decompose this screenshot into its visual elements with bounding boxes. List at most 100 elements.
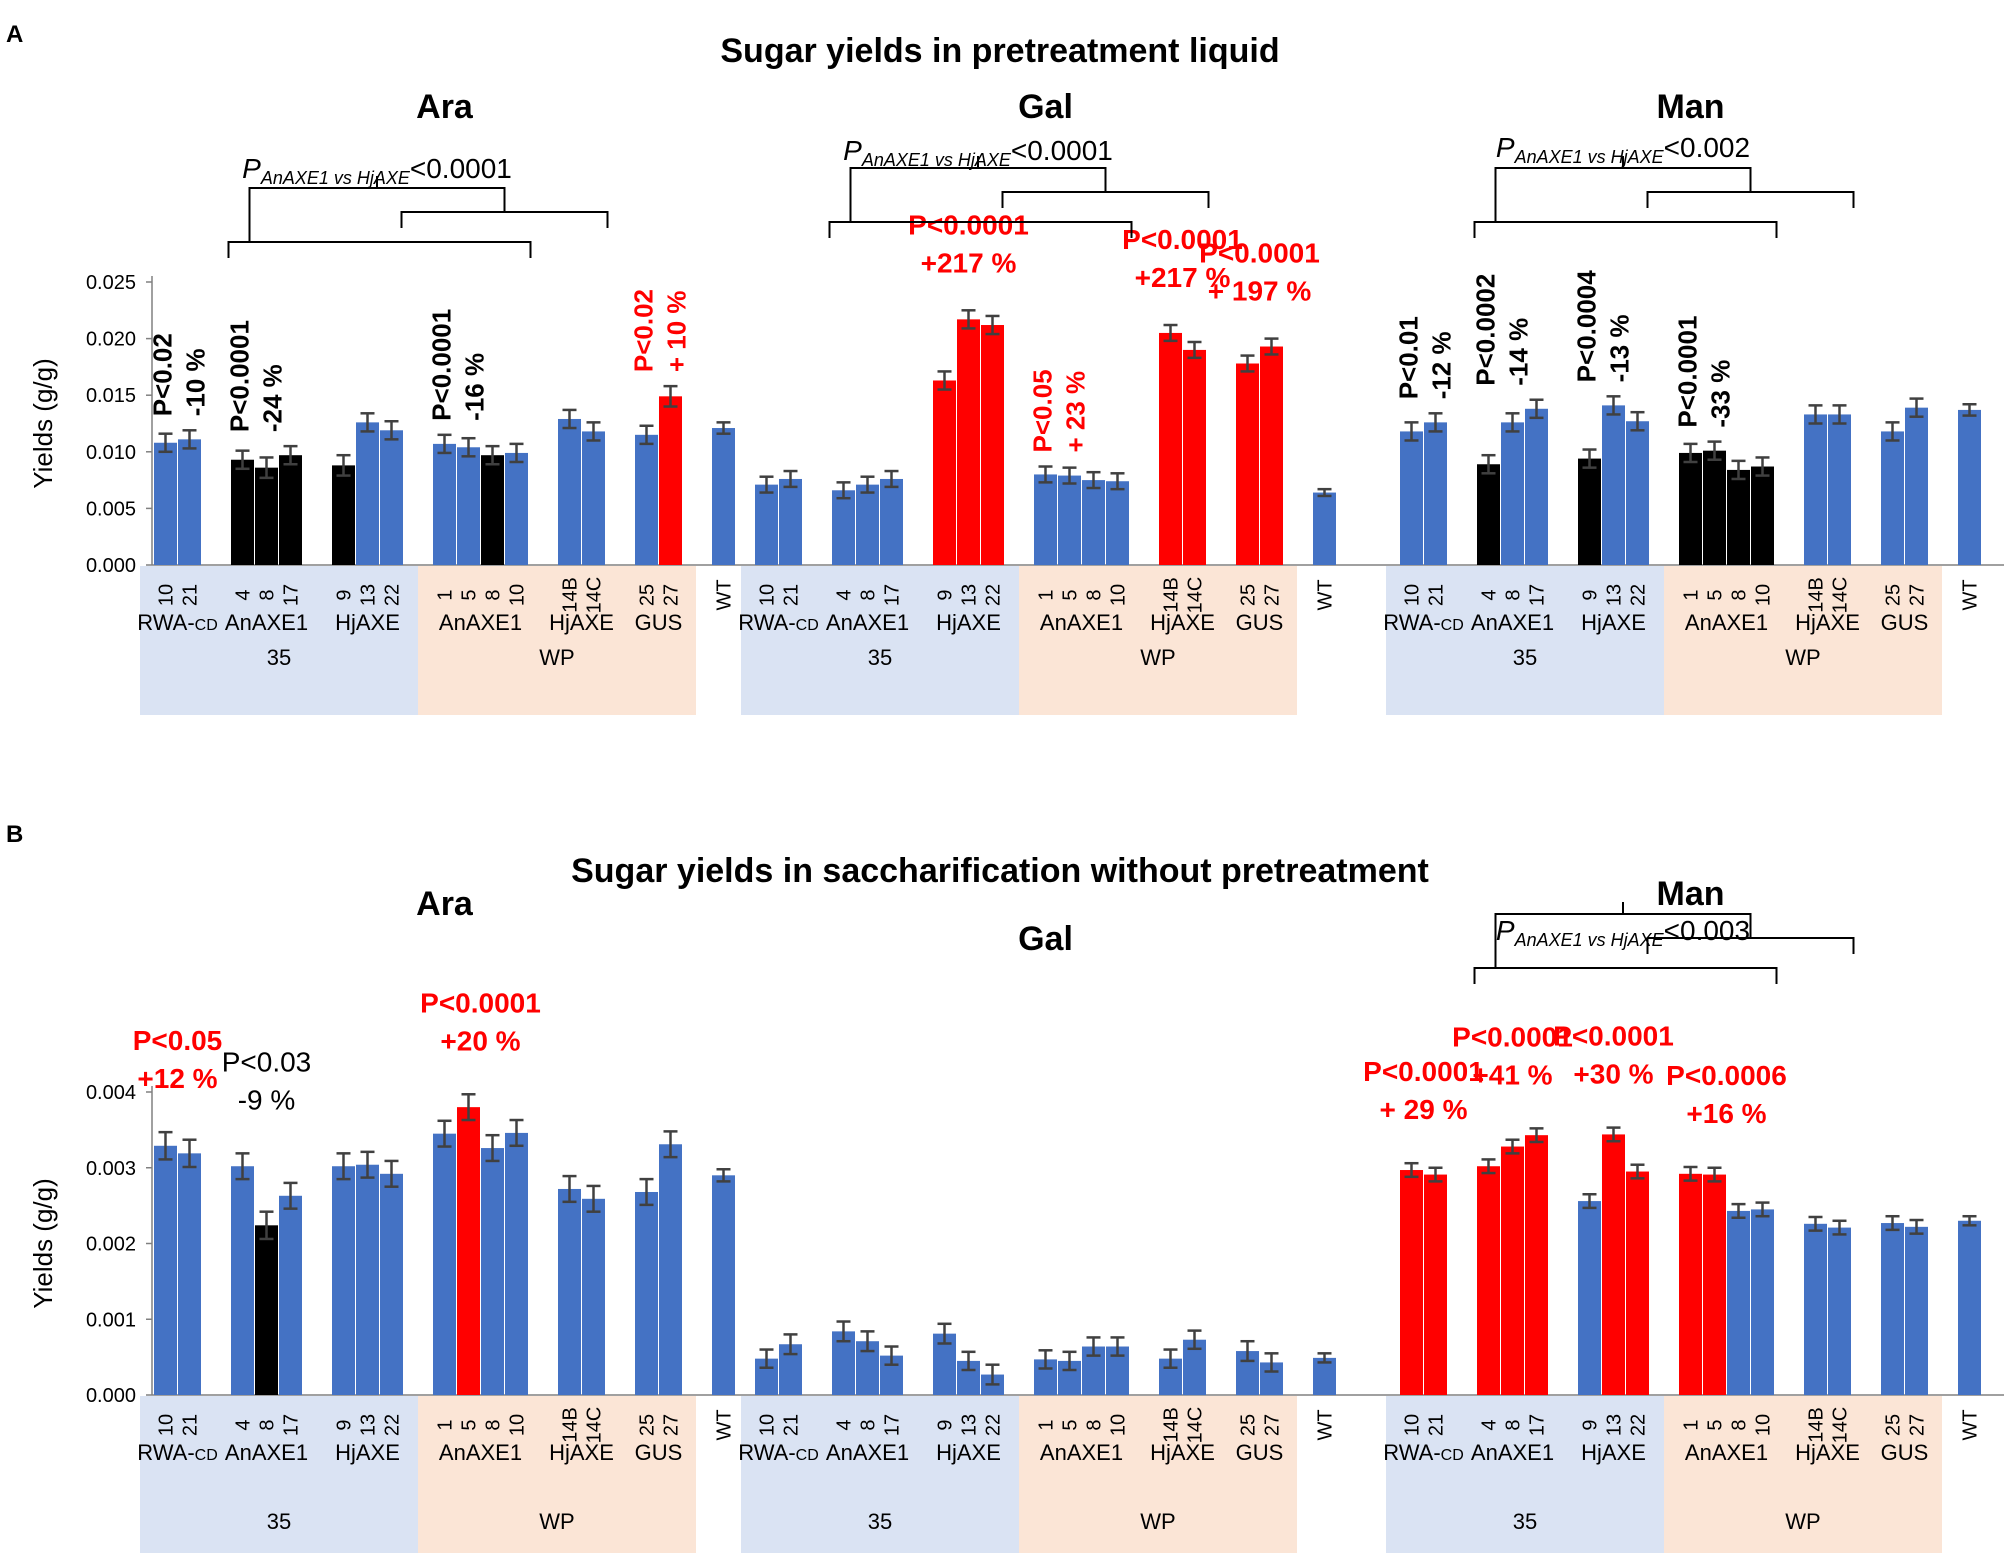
annotation-pct: +217 %	[1135, 262, 1231, 293]
x-tick-label: 27	[1262, 584, 1284, 606]
annotation-p: P<0.0001	[908, 209, 1029, 240]
bracket-join	[248, 187, 506, 242]
line-label: AnAXE1	[225, 610, 308, 635]
bar	[1881, 1223, 1904, 1395]
bar	[635, 1191, 658, 1395]
bar	[558, 418, 581, 565]
x-tick-label: 1	[1036, 1419, 1058, 1430]
x-tick-label: WT	[714, 579, 736, 610]
stat-sub: AnAXE1 vs HjAXE	[260, 168, 411, 188]
bracket-hjaxe	[1001, 191, 1210, 208]
x-tick-label: 21	[180, 1414, 202, 1436]
line-label: AnAXE1	[1471, 610, 1554, 635]
section-band-wp	[1664, 566, 1942, 715]
bar	[712, 1175, 735, 1395]
panel-label: A	[6, 21, 23, 48]
subchart-title: Gal	[1018, 920, 1073, 958]
x-tick-label: 25	[637, 584, 659, 606]
bracket-anaxe1	[1473, 967, 1778, 984]
x-tick-label: 8	[1084, 589, 1106, 600]
section-band-35	[741, 1396, 1019, 1553]
bar	[1082, 480, 1105, 565]
y-tick-label: 0.015	[86, 385, 136, 407]
bracket-anaxe1	[828, 221, 1133, 238]
stat-value: <0.0001	[410, 153, 512, 184]
x-tick-label: 5	[1705, 589, 1727, 600]
bar	[1313, 1357, 1336, 1395]
annotation-p: P<0.0001	[427, 309, 457, 421]
x-tick-label: 8	[1503, 589, 1525, 600]
section-label: 35	[868, 1509, 892, 1534]
line-label: RWA-CD	[738, 1440, 819, 1465]
x-tick-label: 9	[334, 1419, 356, 1430]
bar	[178, 1153, 201, 1395]
x-tick-label: 10	[507, 1414, 529, 1436]
bar	[1525, 1135, 1548, 1395]
x-tick-label: WT	[1315, 579, 1337, 610]
line-label-part: CD	[1441, 617, 1464, 634]
line-label-part: CD	[1441, 1447, 1464, 1464]
bar	[1424, 1174, 1447, 1395]
annotation-p: P<0.01	[1394, 316, 1424, 399]
bar	[380, 1173, 403, 1395]
bracket-join	[1494, 167, 1752, 222]
y-axis-label: Yields (g/g)	[28, 358, 58, 489]
bar	[457, 447, 480, 565]
x-tick-label: 22	[1628, 1414, 1650, 1436]
x-tick-label: 14B	[1161, 1407, 1183, 1443]
y-tick-label: 0.000	[86, 1385, 136, 1407]
stat-p: P	[242, 153, 261, 184]
annotation-pct: -10 %	[181, 348, 211, 416]
line-label: AnAXE1	[826, 1440, 909, 1465]
subchart-title: Ara	[416, 88, 474, 126]
bar	[1183, 1339, 1206, 1395]
x-tick-label: 27	[661, 584, 683, 606]
x-tick-label: 5	[1705, 1419, 1727, 1430]
x-tick-label: 9	[935, 589, 957, 600]
y-tick-label: 0.005	[86, 498, 136, 520]
bar	[856, 1341, 879, 1395]
line-label-part: RWA-	[137, 610, 194, 635]
x-tick-label: 25	[1238, 584, 1260, 606]
x-tick-label: 25	[1238, 1414, 1260, 1436]
line-label: HjAXE	[1581, 610, 1646, 635]
bar	[1424, 422, 1447, 565]
x-tick-label: 5	[1060, 589, 1082, 600]
annotation-pct: +12 %	[137, 1063, 217, 1094]
bar	[779, 1344, 802, 1395]
x-tick-label: WT	[1960, 1409, 1982, 1440]
bar	[433, 443, 456, 565]
x-tick-label: 8	[858, 589, 880, 600]
section-band-35	[1386, 1396, 1664, 1553]
x-tick-label: 10	[757, 584, 779, 606]
annotation-pct: -16 %	[460, 353, 490, 421]
annotation-pct: +30 %	[1573, 1059, 1653, 1090]
bar	[1727, 1210, 1750, 1395]
line-label: HjAXE	[1795, 610, 1860, 635]
bar	[1679, 1173, 1702, 1395]
bracket-anaxe1	[227, 241, 532, 258]
x-tick-label: 8	[483, 589, 505, 600]
x-tick-label: 1	[1681, 589, 1703, 600]
panel-B: B Sugar yields in saccharification withou…	[6, 821, 2004, 1553]
panel-A: A Sugar yields in pretreatment liquid 0.00…	[6, 21, 2004, 715]
bar	[1501, 422, 1524, 565]
x-tick-label: WT	[1315, 1409, 1337, 1440]
bar	[505, 452, 528, 565]
x-tick-label: 4	[1479, 1419, 1501, 1430]
bar	[1034, 474, 1057, 565]
x-tick-label: 22	[983, 1414, 1005, 1436]
stat-label: PAnAXE1 vs HjAXE<0.0001	[843, 135, 1113, 170]
bar	[178, 439, 201, 565]
bar	[1804, 1223, 1827, 1395]
bar	[1881, 431, 1904, 565]
line-label: HjAXE	[1150, 610, 1215, 635]
line-label: HjAXE	[549, 610, 614, 635]
bar	[1578, 458, 1601, 565]
bar	[356, 422, 379, 565]
bar	[1905, 1226, 1928, 1395]
bar	[255, 467, 278, 565]
